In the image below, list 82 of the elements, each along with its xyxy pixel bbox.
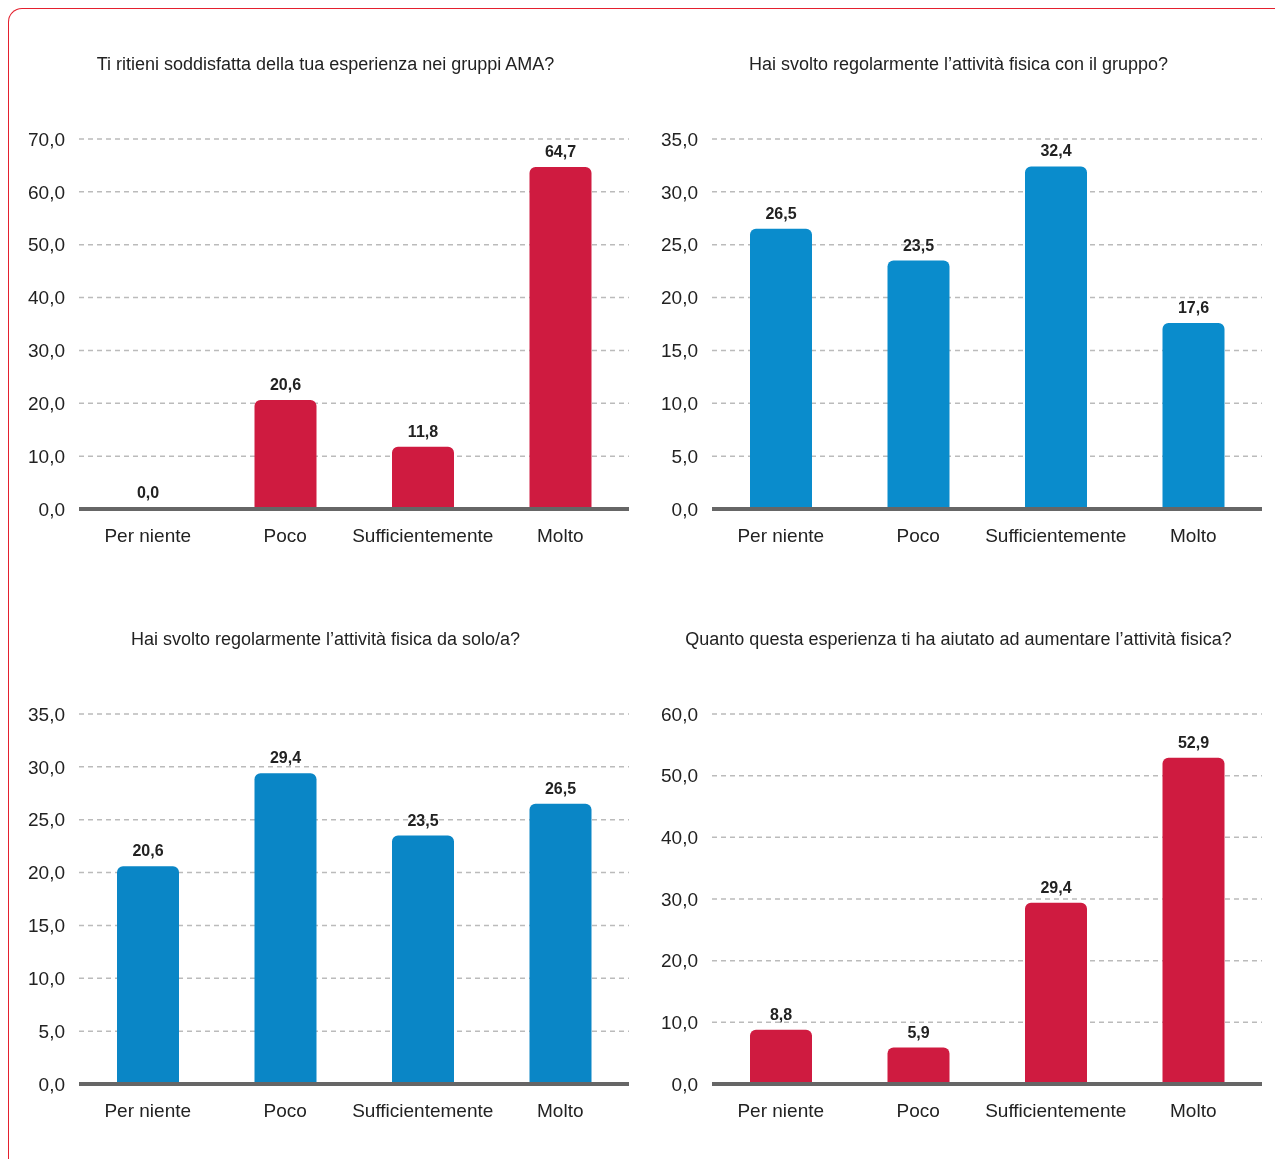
x-tick-label: Sufficientemente [352,525,494,547]
data-label: 17,6 [1177,298,1210,316]
y-tick-label: 0,0 [38,498,65,520]
bar [1025,166,1087,509]
data-label: 52,9 [1177,733,1210,751]
bar [1162,757,1225,1084]
data-label: 20,6 [269,376,302,394]
y-tick-label: 0,0 [671,1073,698,1095]
bar [392,446,454,509]
bar [529,167,592,509]
y-tick-label: 15,0 [28,915,65,937]
bar [254,400,317,509]
x-tick-label: Per niente [737,525,825,547]
y-tick-label: 50,0 [661,765,698,787]
y-tick-label: 25,0 [28,809,65,831]
y-tick-label: 20,0 [661,950,698,972]
x-tick-label: Poco [896,1100,940,1122]
bar [750,228,812,509]
x-tick-label: Poco [263,525,307,547]
bar [392,835,454,1084]
bar [117,866,179,1084]
y-tick-label: 10,0 [28,445,65,467]
y-tick-label: 10,0 [661,393,698,415]
bar [750,1029,812,1084]
y-tick-label: 30,0 [661,181,698,203]
data-label: 23,5 [407,811,439,829]
y-tick-label: 20,0 [661,287,698,309]
data-label: 64,7 [544,143,577,161]
data-label: 0,0 [136,484,160,501]
chart-title: Ti ritieni soddisfatta della tua esperienza nei gruppi AMA? [95,52,556,76]
x-tick-label: Sufficientemente [985,525,1127,547]
x-tick-label: Sufficientemente [985,1100,1127,1122]
y-tick-label: 15,0 [661,340,698,362]
x-tick-label: Poco [263,1100,307,1122]
bar [529,803,592,1084]
x-tick-label: Molto [537,525,584,547]
chart-title: Hai svolto regolarmente l’attività fisica con il gruppo? [747,52,1170,76]
chart-title: Quanto questa esperienza ti ha aiutato ad aumentare l’attività fisica? [684,627,1233,651]
bar [887,1047,950,1084]
data-label: 26,5 [765,204,797,222]
x-tick-label: Per niente [104,525,192,547]
data-label: 8,8 [769,1005,793,1023]
y-tick-label: 60,0 [661,703,698,725]
x-tick-label: Poco [896,525,940,547]
data-label: 29,4 [1040,878,1072,896]
data-label: 23,5 [902,236,935,254]
chart-title: Hai svolto regolarmente l’attività fisica da solo/a? [129,627,522,651]
y-tick-label: 0,0 [38,1073,65,1095]
y-tick-label: 20,0 [28,393,65,415]
y-tick-label: 50,0 [28,234,65,256]
data-label: 20,6 [132,842,164,860]
y-tick-label: 5,0 [671,445,698,467]
bar [1162,322,1225,509]
y-tick-label: 0,0 [671,498,698,520]
x-tick-label: Molto [1170,1100,1217,1122]
y-tick-label: 20,0 [28,862,65,884]
y-tick-label: 70,0 [28,128,65,150]
y-tick-label: 10,0 [28,968,65,990]
x-tick-label: Per niente [104,1100,192,1122]
y-tick-label: 30,0 [661,888,698,910]
data-label: 32,4 [1040,142,1072,160]
data-label: 29,4 [269,749,302,767]
data-label: 26,5 [544,779,577,797]
x-tick-label: Sufficientemente [352,1100,494,1122]
y-tick-label: 35,0 [661,128,698,150]
y-tick-label: 40,0 [28,287,65,309]
bar [254,773,317,1084]
data-label: 11,8 [407,422,439,440]
y-tick-label: 30,0 [28,340,65,362]
y-tick-label: 35,0 [28,703,65,725]
y-tick-label: 60,0 [28,181,65,203]
bar [887,260,950,509]
y-tick-label: 40,0 [661,827,698,849]
y-tick-label: 10,0 [661,1012,698,1034]
x-tick-label: Per niente [737,1100,825,1122]
data-label: 5,9 [907,1023,930,1041]
bar [1025,902,1087,1084]
y-tick-label: 30,0 [28,756,65,778]
x-tick-label: Molto [537,1100,584,1122]
y-tick-label: 25,0 [661,234,698,256]
x-tick-label: Molto [1170,525,1217,547]
y-tick-label: 5,0 [38,1020,65,1042]
